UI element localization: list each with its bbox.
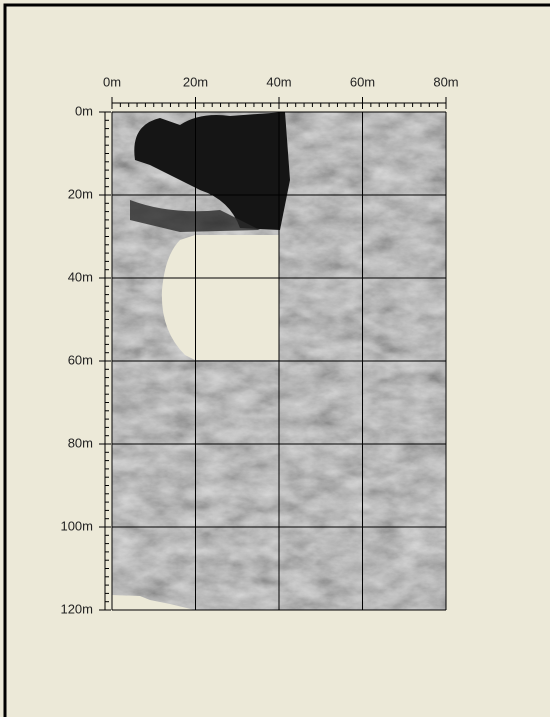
plot-window: 0m 20m 40m 60m 80m 0m 20m 40m 60m 80m 100m 120m [0, 0, 550, 717]
x-tick-label: 20m [183, 74, 208, 89]
y-tick-label: 80m [68, 435, 93, 450]
x-tick-label: 60m [350, 74, 375, 89]
x-tick-label: 80m [433, 74, 458, 89]
y-tick-label: 120m [60, 601, 93, 616]
x-tick-label: 0m [103, 74, 121, 89]
y-tick-label: 0m [75, 103, 93, 118]
y-tick-label: 100m [60, 518, 93, 533]
y-tick-label: 40m [68, 269, 93, 284]
y-tick-label: 20m [68, 186, 93, 201]
x-tick-label: 40m [266, 74, 291, 89]
y-tick-label: 60m [68, 352, 93, 367]
